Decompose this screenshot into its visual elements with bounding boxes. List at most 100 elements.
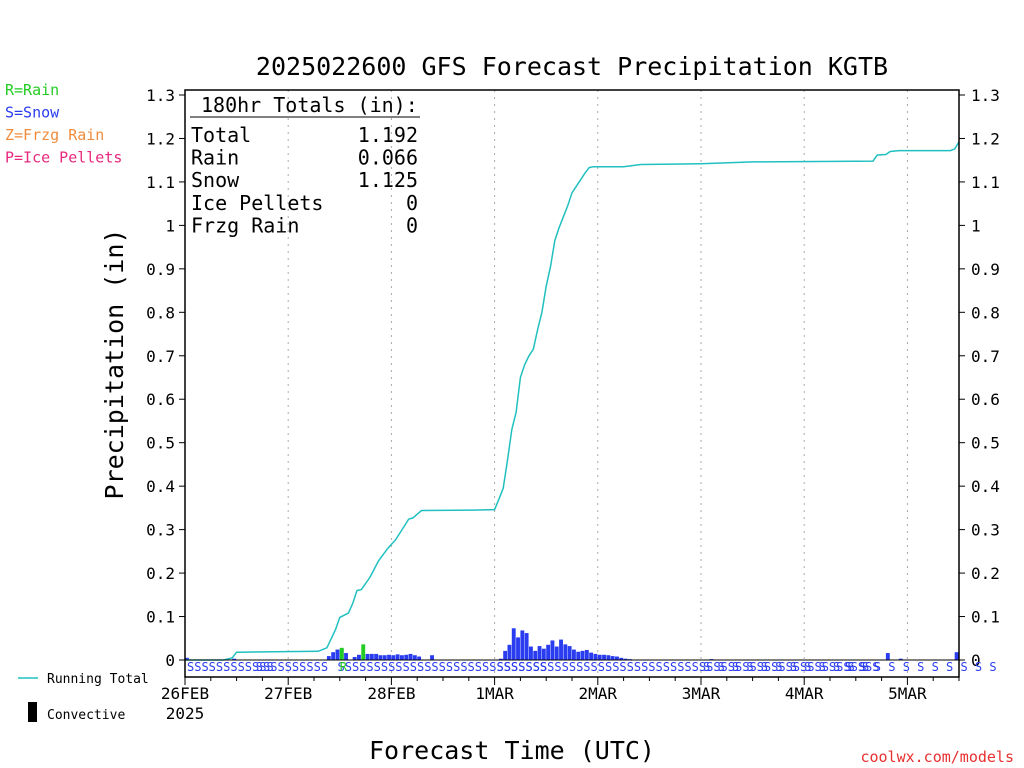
snow-bar <box>520 630 525 660</box>
snow-bar <box>580 650 585 660</box>
snow-bar <box>365 653 370 660</box>
snow-bar <box>498 658 503 660</box>
x-tick-label: 3MAR <box>682 684 721 703</box>
snow-bar <box>511 628 516 660</box>
watermark: coolwx.com/models <box>860 748 1014 766</box>
snow-bar <box>554 646 559 660</box>
snow-bar <box>382 655 387 660</box>
snow-bar <box>546 644 551 660</box>
precip-type-legend-item: R=Rain <box>5 81 59 99</box>
totals-row-label: Ice Pellets <box>191 191 323 215</box>
precip-type-legend-item: S=Snow <box>5 104 60 122</box>
totals-row-value: 0 <box>406 191 418 215</box>
totals-row-value: 0.066 <box>358 146 418 170</box>
precip-type-legend-item: Z=Frzg Rain <box>5 126 104 144</box>
rain-bar <box>339 647 344 660</box>
x-tick-label: 1MAR <box>475 684 514 703</box>
snow-bar <box>408 653 413 660</box>
totals-row-value: 0 <box>406 213 418 237</box>
y-tick-label-right: 0.6 <box>971 390 1000 409</box>
snow-bar <box>563 644 568 660</box>
precip-type-letters: SSSSSSSSSSSS <box>187 660 274 674</box>
snow-bar <box>395 654 400 660</box>
totals-row-label: Total <box>191 123 251 147</box>
y-axis-right: 0 0.1 0.2 0.3 0.4 0.5 0.6 0.7 0.8 0.9 1 1.1 1.2 1.3 <box>959 86 1000 670</box>
snow-bar <box>533 650 538 660</box>
running-total-line <box>185 141 960 661</box>
y-tick-label-right: 1 <box>971 216 981 235</box>
rain-bar <box>361 644 366 660</box>
y-tick-label: 0.9 <box>146 260 175 279</box>
snow-bar <box>400 655 404 660</box>
y-tick-label-right: 0.7 <box>971 347 1000 366</box>
totals-row-value: 1.192 <box>358 123 418 147</box>
totals-heading: 180hr Totals (in): <box>201 93 418 117</box>
y-tick-label: 0.8 <box>146 303 175 322</box>
y-axis-title: Precipitation (in) <box>100 229 129 500</box>
y-tick-label: 1.3 <box>146 86 175 105</box>
y-tick-label-right: 0.4 <box>971 477 1000 496</box>
convective-legend-label: Convective <box>47 708 125 723</box>
rain-type-letter: R <box>340 660 348 674</box>
snow-bar <box>344 653 348 660</box>
snow-bar <box>885 653 890 660</box>
y-tick-label-right: 0.5 <box>971 434 1000 453</box>
snow-bar <box>378 655 383 660</box>
totals-row-label: Rain <box>191 146 239 170</box>
precip-type-letters: SSSSSSSSSSSSSSSSSSSSSSSSSSSSSSSSSSSSSSSS… <box>497 660 880 674</box>
convective-legend-swatch <box>28 702 37 722</box>
snow-bar <box>516 637 520 660</box>
x-axis-title: Forecast Time (UTC) <box>369 736 655 765</box>
precip-bars <box>185 628 959 661</box>
y-tick-label-right: 0.1 <box>971 608 1000 627</box>
y-tick-label-right: 0.2 <box>971 564 1000 583</box>
snow-bar <box>606 655 611 660</box>
snow-bar <box>412 655 417 660</box>
snow-bar <box>954 652 959 660</box>
snow-bar <box>572 649 576 660</box>
y-tick-label-right: 0.3 <box>971 521 1000 540</box>
snow-bar <box>430 655 434 660</box>
snow-bar <box>387 654 391 660</box>
y-tick-label: 0.1 <box>146 608 175 627</box>
snow-bar <box>357 654 361 660</box>
totals-box: 180hr Totals (in): Total 1.192 Rain 0.066 Sno… <box>190 93 420 237</box>
x-tick-label: 2MAR <box>579 684 618 703</box>
snow-bar <box>541 648 546 660</box>
y-tick-label: 1 <box>165 216 175 235</box>
precip-type-legend-item: P=Ice Pellets <box>5 149 122 167</box>
snow-bar <box>507 644 512 660</box>
y-tick-label: 0.2 <box>146 564 175 583</box>
x-tick-label: 28FEB <box>367 684 415 703</box>
snow-bar <box>593 653 598 660</box>
snow-bar <box>619 657 624 660</box>
plot-frame <box>184 89 960 678</box>
x-tick-label: 26FEB <box>161 684 209 703</box>
snow-bar <box>185 657 189 660</box>
y-axis-left: 0 0.1 0.2 0.3 0.4 0.5 0.6 0.7 0.8 0.9 1 1.1 1.2 1.3 <box>146 86 185 670</box>
snow-bar <box>374 653 379 660</box>
y-tick-label: 0.5 <box>146 434 175 453</box>
snow-bar <box>331 652 336 660</box>
snow-bar <box>352 656 357 660</box>
series-legend: Running Total Convective <box>18 672 149 723</box>
x-tick-label: 5MAR <box>888 684 927 703</box>
precip-type-row: SSSSSSSSSSSSSSSSSSSSSS SSSSSSSSSSSSSSSSSS… <box>187 660 997 674</box>
precip-type-legend: R=Rain S=Snow Z=Frzg Rain P=Ice Pellets <box>5 81 122 167</box>
snow-bar <box>232 658 237 660</box>
x-tick-label: 27FEB <box>264 684 312 703</box>
snow-bar <box>326 656 331 660</box>
y-tick-label-right: 0.9 <box>971 260 1000 279</box>
totals-row-label: Frzg Rain <box>191 213 299 237</box>
y-tick-label-right: 0.8 <box>971 303 1000 322</box>
y-tick-label: 0.3 <box>146 521 175 540</box>
chart-title: 2025022600 GFS Forecast Precipitation KG… <box>256 52 888 81</box>
snow-bar <box>602 654 606 660</box>
totals-row-label: Snow <box>191 168 240 192</box>
x-tick-label: 4MAR <box>785 684 824 703</box>
snow-bar <box>589 652 594 660</box>
y-tick-label-right: 1.1 <box>971 173 1000 192</box>
snow-bar <box>615 656 619 660</box>
